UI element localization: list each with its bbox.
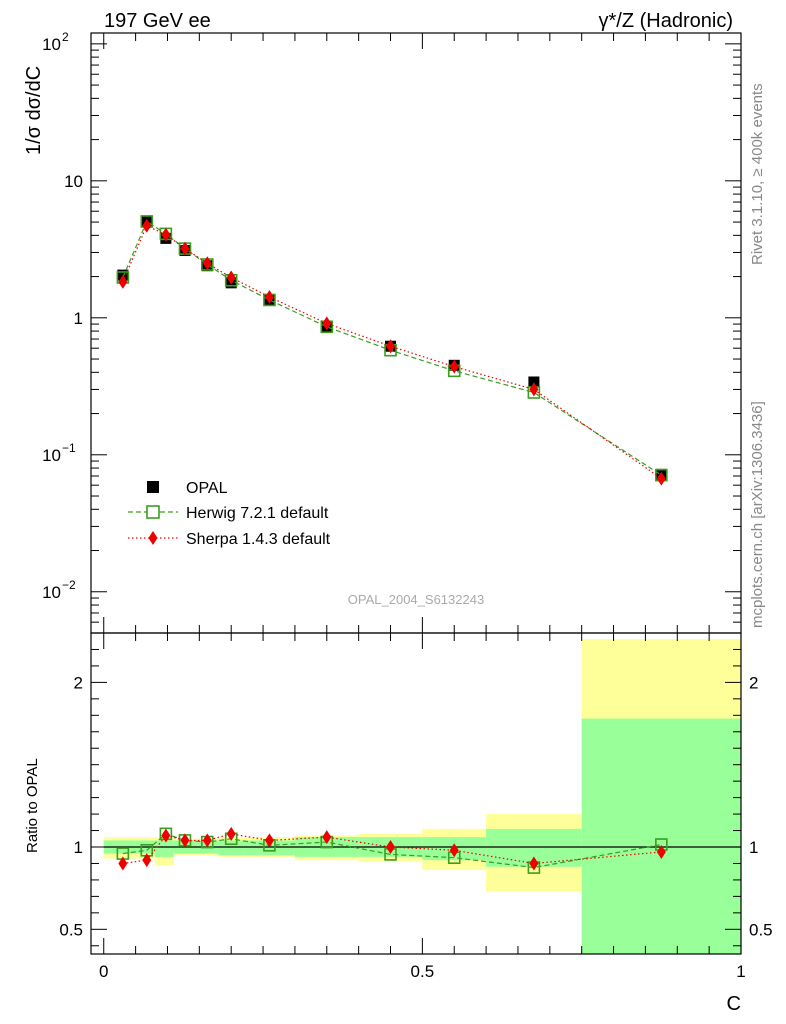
header-energy-label: 197 GeV ee xyxy=(104,10,211,32)
ratio-band-inner-11 xyxy=(581,718,741,954)
legend: OPAL Herwig 7.2.1 default Sherpa 1.4.3 d… xyxy=(128,480,331,548)
ratio-y-tick-label: 0.5 xyxy=(59,920,83,939)
sherpa-ratio-point-7 xyxy=(322,830,332,845)
ratio-y-tick-label-right: 2 xyxy=(749,673,758,692)
sherpa-ratio-point-4 xyxy=(202,833,212,848)
ratio-band-inner-2 xyxy=(154,840,174,857)
opal-point-10 xyxy=(528,376,540,388)
x-axis-title: C xyxy=(727,993,741,1015)
sherpa-ratio-point-10 xyxy=(529,856,539,871)
main-y-tick-label: 10 xyxy=(64,172,83,191)
legend-sherpa-label: Sherpa 1.4.3 default xyxy=(186,531,331,548)
x-tick-label: 0.5 xyxy=(411,962,435,981)
sherpa-point-5 xyxy=(226,270,236,285)
mcplots-reference-label: mcplots.cern.ch [arXiv:1306.3436] xyxy=(749,401,766,628)
ratio-band-inner-5 xyxy=(218,840,244,856)
sherpa-point-8 xyxy=(386,339,396,354)
sherpa-ratio-point-8 xyxy=(386,840,396,854)
ratio-frame xyxy=(90,632,742,955)
ratio-band-inner-6 xyxy=(243,840,295,856)
herwig-line xyxy=(122,220,662,476)
main-y-tick-label: 10 xyxy=(42,446,61,465)
main-y-axis-title: 1/σ dσ/dC xyxy=(23,66,45,155)
sherpa-point-4 xyxy=(202,256,212,271)
x-tick-label: 1 xyxy=(736,962,745,981)
sherpa-ratio-point-1 xyxy=(142,853,152,868)
sherpa-point-3 xyxy=(180,241,190,256)
sherpa-point-2 xyxy=(161,227,171,242)
sherpa-ratio-point-6 xyxy=(264,833,274,848)
x-tick-label: 0 xyxy=(99,962,108,981)
ratio-y-tick-label: 1 xyxy=(74,838,83,857)
sherpa-point-11 xyxy=(656,471,666,486)
sherpa-point-7 xyxy=(322,316,332,331)
legend-sherpa-marker xyxy=(148,531,158,545)
ratio-y-axis-title: Ratio to OPAL xyxy=(24,758,41,853)
sherpa-ratio-line xyxy=(122,833,662,865)
sherpa-point-6 xyxy=(264,289,274,304)
main-y-tick-exponent: −2 xyxy=(62,578,76,592)
main-y-tick-label: 10 xyxy=(42,583,61,602)
ratio-y-tick-label: 2 xyxy=(74,673,83,692)
legend-herwig-label: Herwig 7.2.1 default xyxy=(186,505,329,522)
legend-opal-marker xyxy=(147,481,159,493)
sherpa-ratio-point-9 xyxy=(449,843,459,858)
herwig-ratio-line xyxy=(122,833,662,869)
main-y-tick-label: 10 xyxy=(42,35,61,54)
ratio-y-tick-label-right: 0.5 xyxy=(749,920,773,939)
header-process-label: γ*/Z (Hadronic) xyxy=(599,10,733,32)
legend-opal-label: OPAL xyxy=(186,480,228,497)
main-y-tick-exponent: 2 xyxy=(62,30,69,44)
analysis-watermark: OPAL_2004_S6132243 xyxy=(348,592,484,607)
sherpa-point-0 xyxy=(118,274,128,289)
sherpa-point-1 xyxy=(142,218,152,233)
ratio-y-tick-label-right: 1 xyxy=(749,838,758,857)
sherpa-ratio-point-5 xyxy=(226,826,236,841)
sherpa-point-10 xyxy=(529,382,539,397)
sherpa-ratio-point-11 xyxy=(656,844,666,859)
rivet-version-label: Rivet 3.1.10, ≥ 400k events xyxy=(749,83,766,265)
sherpa-ratio-point-0 xyxy=(118,856,128,871)
legend-herwig-marker xyxy=(146,505,160,519)
sherpa-ratio-point-2 xyxy=(161,828,171,843)
main-y-tick-exponent: −1 xyxy=(62,441,76,455)
sherpa-point-9 xyxy=(449,359,459,374)
sherpa-ratio-point-3 xyxy=(180,833,190,848)
main-y-tick-label: 1 xyxy=(74,309,83,328)
ratio-panel: 0.5 0.5 1 1 2 2 0 0.5 1 xyxy=(59,632,773,981)
